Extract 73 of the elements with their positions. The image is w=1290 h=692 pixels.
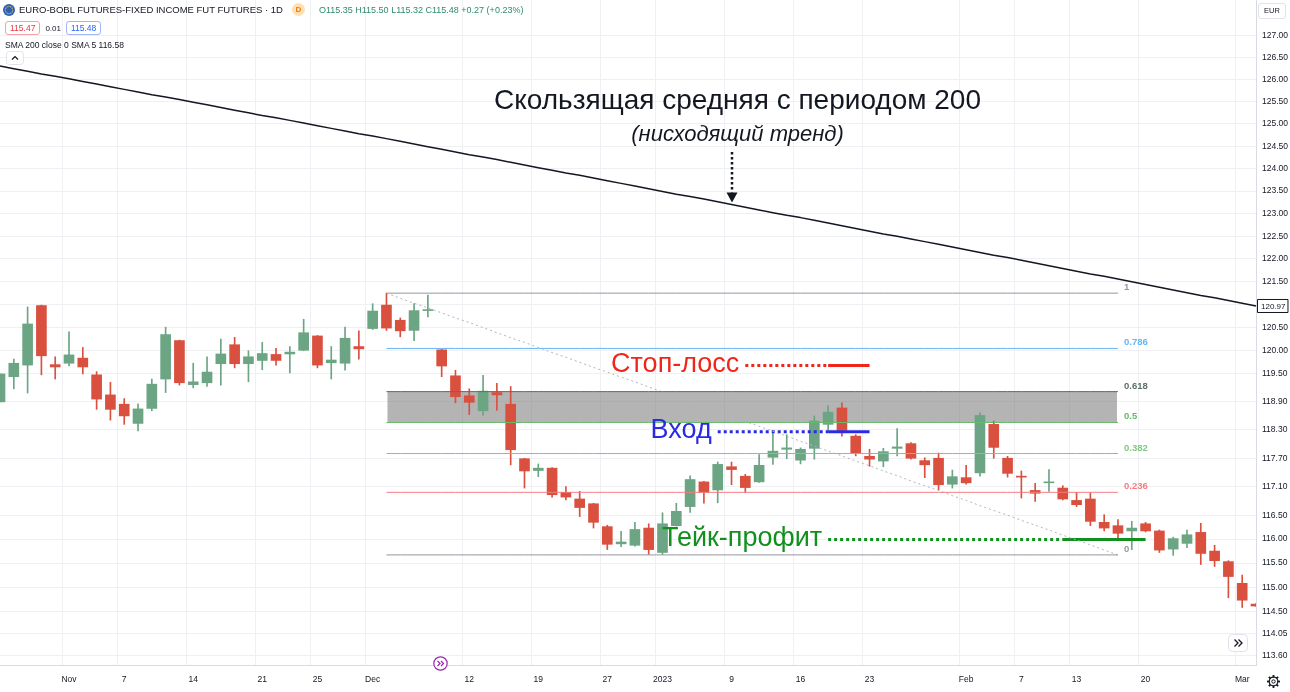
x-tick-label: 27	[602, 674, 613, 685]
price-box: 115.48	[65, 20, 102, 36]
y-tick-label: 114.50	[1262, 605, 1288, 616]
x-tick-label: 13	[1071, 674, 1082, 685]
y-tick-label: 114.05	[1262, 627, 1288, 638]
data-label: 120.97	[1261, 301, 1287, 311]
series-label: Стоп-лосс	[611, 348, 740, 379]
series-label: 0.618	[1123, 379, 1148, 391]
x-tick-label: 16	[795, 674, 806, 685]
y-tick-label: 119.50	[1262, 368, 1288, 379]
series-label: 0.382	[1123, 441, 1148, 453]
x-tick-label: 25	[312, 674, 323, 685]
annotation: D	[295, 4, 302, 14]
candlestick	[353, 330, 365, 360]
series-label: Вход	[650, 414, 712, 445]
y-tick-label: 125.50	[1262, 96, 1289, 107]
candlestick	[532, 463, 544, 478]
y-tick-label: 117.70	[1262, 452, 1288, 463]
annotation: 0.01	[45, 23, 61, 33]
candlestick	[49, 356, 61, 380]
series-label: 0	[1123, 542, 1130, 554]
x-tick-label: 2023	[653, 674, 673, 685]
series-label: 0.5	[1123, 410, 1138, 422]
candlestick	[491, 382, 503, 411]
y-tick-label: 121.50	[1262, 276, 1289, 287]
y-tick-label: 126.50	[1262, 52, 1289, 63]
letter-badge: D	[291, 3, 305, 16]
y-tick-label: 118.90	[1262, 396, 1288, 407]
candlestick	[215, 338, 227, 386]
y-tick-label: 126.00	[1262, 74, 1289, 85]
series-label: 0.786	[1123, 336, 1148, 348]
y-tick-label: 124.50	[1262, 140, 1289, 151]
y-tick-label: 122.00	[1262, 253, 1289, 264]
x-tick-label: 9	[729, 674, 735, 685]
candlestick	[422, 294, 434, 318]
y-tick-label: 116.00	[1262, 533, 1288, 544]
y-tick-label: 115.00	[1262, 581, 1288, 592]
y-tick-label: 123.00	[1262, 207, 1289, 218]
y-tick-label: 113.60	[1262, 649, 1288, 660]
x-tick-label: 20	[1140, 674, 1151, 685]
x-tick-label: Mar	[1234, 674, 1250, 685]
candlestick	[919, 457, 931, 478]
price-box: 115.47	[5, 20, 41, 36]
y-tick-label: 120.00	[1262, 345, 1289, 356]
candlestick	[891, 428, 903, 457]
text: EURO-BOBL FUTURES-FIXED INCOME FUT FUTURES · 1D	[19, 4, 283, 15]
x-tick-label: 21	[257, 674, 268, 685]
candlestick	[781, 434, 793, 460]
x-tick-label: 14	[188, 674, 199, 685]
y-tick-label: 120.50	[1262, 321, 1289, 332]
y-tick-label: 118.30	[1262, 424, 1288, 435]
y-tick-label: 127.00	[1262, 30, 1289, 41]
annotation: SMA 200 close 0 SMA 5 116.58	[5, 40, 124, 50]
x-tick-label: 23	[864, 674, 875, 685]
y-tick-label: 122.50	[1262, 230, 1289, 241]
annotation: O115.35 H115.50 L115.32 C115.48 +0.27 (+0.23%)	[318, 4, 524, 15]
x-tick-label: 19	[533, 674, 544, 685]
candlestick	[63, 331, 75, 367]
y-tick-label: 124.00	[1262, 162, 1289, 173]
y-tick-label: 117.10	[1262, 480, 1288, 491]
x-tick-label: Nov	[61, 674, 78, 685]
x-tick-label: 7	[121, 674, 127, 685]
y-tick-label: 123.50	[1262, 185, 1289, 196]
y-tick-label: 115.50	[1262, 557, 1288, 568]
y-tick-label: 125.00	[1262, 118, 1289, 129]
y-tick-label: 116.50	[1262, 509, 1288, 520]
x-tick-label: Dec	[365, 674, 381, 685]
x-tick-label: 12	[464, 674, 475, 685]
series-label: 1	[1123, 281, 1130, 293]
x-tick-label: 7	[1019, 674, 1024, 685]
series-label: 0.236	[1123, 480, 1148, 492]
annotation: Скользящая средняя с периодом 200 (нисходящий тренд)	[494, 83, 982, 148]
x-tick-label: Feb	[958, 674, 974, 685]
